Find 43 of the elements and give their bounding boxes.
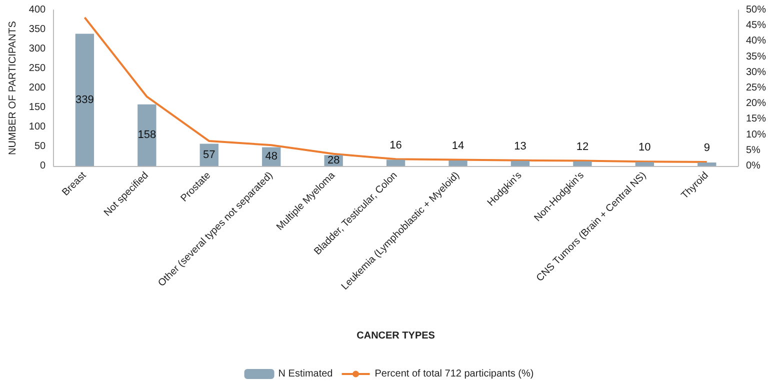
legend-label: Percent of total 712 participants (%) (374, 368, 534, 380)
y2-tick-label: 25% (746, 82, 766, 94)
bar (510, 160, 530, 166)
y2-tick-label: 30% (746, 66, 766, 78)
data-label: 16 (390, 139, 402, 152)
data-label: 57 (203, 148, 216, 161)
bar (573, 161, 592, 166)
y-tick-label: 250 (28, 63, 46, 74)
data-label: 28 (327, 154, 340, 167)
y-tick-label: 200 (28, 82, 46, 94)
y2-tick-label: 50% (746, 4, 766, 16)
data-label: 48 (265, 150, 278, 163)
y-tick-label: 400 (28, 4, 46, 16)
data-label: 10 (638, 142, 651, 154)
y2-tick-label: 0% (746, 160, 761, 172)
y2-tick-label: 10% (746, 129, 766, 140)
y2-tick-label: 45% (746, 20, 766, 32)
bar (138, 104, 156, 166)
bar (75, 34, 94, 166)
data-label: 12 (576, 140, 589, 153)
y-tick-label: 150 (28, 102, 46, 113)
data-label: 13 (514, 140, 526, 152)
y2-tick-label: 35% (746, 51, 766, 62)
y2-tick-label: 20% (746, 98, 766, 110)
bar (448, 160, 468, 166)
data-label: 158 (138, 129, 156, 142)
x-axis-title: CANCER TYPES (356, 330, 436, 342)
y-tick-label: 300 (28, 44, 46, 54)
data-label: 9 (704, 142, 710, 154)
y-tick-label: 100 (28, 122, 46, 132)
y2-tick-label: 15% (746, 114, 766, 125)
data-label: 339 (76, 94, 94, 106)
y2-tick-label: 5% (746, 144, 761, 156)
data-label: 14 (452, 140, 464, 152)
y-tick-label: 0 (40, 160, 46, 172)
y-axis-title: NUMBER OF PARTICIPANTS (8, 20, 18, 155)
bar (635, 162, 654, 166)
y2-tick-label: 40% (746, 36, 766, 47)
y-tick-label: 50 (34, 141, 46, 152)
bar (386, 160, 406, 166)
legend-label: N Estimated (278, 368, 333, 380)
y-tick-label: 350 (28, 24, 46, 35)
bar (698, 162, 716, 166)
